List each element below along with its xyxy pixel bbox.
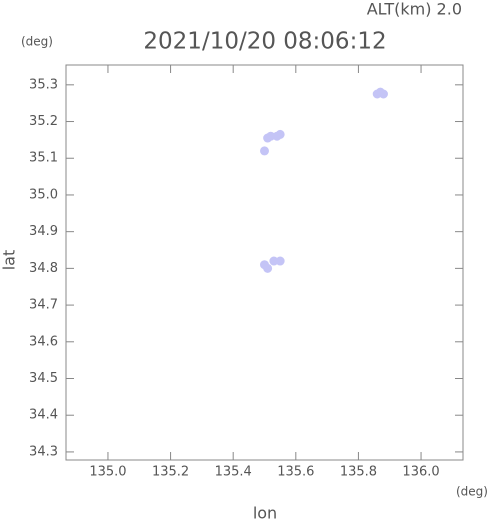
x-axis-label: lon — [253, 504, 277, 521]
data-point — [275, 129, 285, 139]
y-tick-label: 35.2 — [29, 114, 58, 129]
y-tick-label: 35.3 — [29, 77, 58, 92]
x-unit: (deg) — [456, 485, 488, 499]
data-point — [263, 133, 273, 143]
y-tick-label: 34.8 — [29, 261, 58, 276]
y-tick-label: 34.9 — [29, 224, 58, 239]
y-tick-label: 34.3 — [29, 444, 58, 459]
chart-title: 2021/10/20 08:06:12 — [143, 29, 386, 55]
data-point — [378, 89, 388, 99]
chart-subtitle: ALT(km) 2.0 — [367, 0, 462, 19]
y-tick-label: 34.6 — [29, 334, 58, 349]
y-axis-label: lat — [0, 250, 19, 271]
x-tick-label: 136.0 — [402, 465, 439, 480]
x-tick-label: 135.4 — [215, 465, 252, 480]
y-tick-label: 35.1 — [29, 151, 58, 166]
y-tick-label: 35.0 — [29, 187, 58, 202]
y-tick-label: 34.4 — [29, 408, 58, 423]
plot-frame — [65, 64, 464, 461]
y-tick-label: 34.5 — [29, 371, 58, 386]
x-tick-label: 135.6 — [277, 465, 314, 480]
x-tick-label: 135.0 — [89, 465, 126, 480]
data-point — [263, 263, 273, 273]
y-unit: (deg) — [21, 35, 53, 49]
data-point — [260, 146, 269, 156]
x-tick-label: 135.2 — [152, 465, 189, 480]
data-point — [275, 256, 285, 266]
x-tick-label: 135.8 — [340, 465, 377, 480]
y-tick-label: 34.7 — [29, 298, 58, 313]
